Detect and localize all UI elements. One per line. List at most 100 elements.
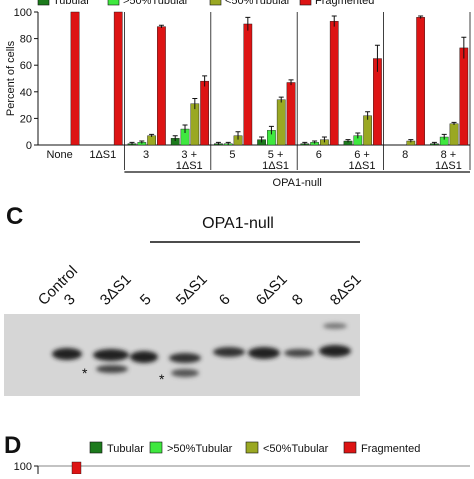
legend-label: Tubular (53, 0, 90, 7)
error-bar (461, 36, 467, 59)
x-tick-label: 6 +1ΔS1 (349, 149, 376, 172)
error-bar (259, 136, 265, 143)
band (52, 348, 82, 360)
blot-bands (52, 323, 351, 377)
error-bar (331, 15, 337, 27)
bar (113, 11, 123, 146)
legend-swatch (343, 441, 357, 454)
legend-label: >50%Tubular (167, 443, 233, 455)
error-bar (192, 97, 198, 110)
legend-swatch (209, 0, 222, 6)
bar (190, 103, 200, 146)
legend-label: >50%Tubular (123, 0, 189, 7)
error-bar (431, 141, 437, 145)
error-bar (288, 79, 294, 86)
band (93, 349, 129, 361)
x-tick-label: 1ΔS1 (89, 149, 116, 161)
bar (147, 135, 156, 146)
band (130, 351, 158, 363)
error-bar (374, 44, 380, 72)
error-bar (418, 15, 424, 19)
bar-cropped (71, 461, 82, 475)
error-bar (245, 16, 251, 31)
band (319, 345, 351, 357)
legend-label: Tubular (107, 443, 144, 455)
x-tick-label: 5 +1ΔS1 (262, 149, 289, 172)
y-tick-label: 80 (20, 34, 32, 46)
lane-label: 6 (216, 291, 234, 309)
band (323, 323, 347, 329)
panel-letter: C (6, 203, 23, 230)
band (248, 347, 280, 359)
lane-label: 5ΔS1 (173, 271, 211, 309)
bar (276, 99, 286, 146)
bar (416, 17, 425, 146)
legend-swatch (245, 441, 259, 454)
y-tick-label: 40 (20, 87, 32, 99)
error-bar (202, 75, 208, 87)
bar (363, 115, 372, 146)
x-tick-label: 8 +1ΔS1 (435, 149, 462, 172)
marker: * (159, 371, 165, 387)
lane-label: 3 (61, 291, 79, 309)
band (96, 365, 128, 373)
bar (157, 26, 166, 146)
legend-swatch (149, 441, 163, 454)
error-bar (139, 140, 145, 144)
legend-swatch (107, 0, 120, 6)
y-axis-label: Percent of cells (5, 40, 17, 116)
error-bar (215, 141, 221, 145)
error-bar (235, 131, 241, 140)
y-tick-label: 0 (26, 140, 32, 152)
panel-letter: D (4, 432, 21, 459)
error-bar (365, 111, 371, 120)
bar (459, 47, 469, 146)
chart-top: Tubular >50%Tubular <50%Tubular Fragmented 0… (5, 0, 471, 189)
legend-swatch (299, 0, 312, 6)
bar (329, 21, 339, 146)
lane-label: 3ΔS1 (97, 271, 135, 309)
chart-bottom: Tubular >50%Tubular <50%Tubular Fragmented 1… (14, 441, 470, 475)
lane-label: 8ΔS1 (327, 271, 365, 309)
lane-label: 5 (137, 291, 155, 309)
error-bar (451, 121, 457, 126)
lane-label: 8 (289, 291, 307, 309)
marker: * (82, 365, 88, 381)
legend-label: Fragmented (361, 443, 420, 455)
blot-title: OPA1-null (202, 215, 274, 232)
error-bar (129, 141, 135, 145)
lane-label: 6ΔS1 (253, 271, 291, 309)
error-bar (312, 140, 318, 144)
error-bar (149, 133, 155, 138)
bar (286, 82, 296, 146)
error-bar (355, 132, 361, 139)
y-tick-label: 100 (14, 461, 32, 473)
x-tick-label: 3 (143, 149, 149, 161)
group-label: OPA1-null (273, 177, 322, 189)
x-tick-label: 3 +1ΔS1 (176, 149, 203, 172)
error-bar (321, 136, 327, 143)
error-bar (182, 124, 188, 134)
error-bar (345, 139, 351, 143)
error-bar (278, 96, 284, 103)
bar (243, 23, 253, 146)
legend-swatch (89, 441, 103, 454)
error-bar (158, 24, 164, 28)
band (171, 369, 199, 377)
legend-swatch (37, 0, 50, 6)
error-bar (268, 125, 274, 135)
legend-label: Fragmented (315, 0, 374, 7)
x-tick-label: 6 (316, 149, 322, 161)
x-tick-label: None (46, 149, 72, 161)
x-tick-label: 5 (229, 149, 235, 161)
band (284, 349, 314, 357)
y-tick-label: 60 (20, 60, 32, 72)
error-bar (302, 141, 308, 145)
x-tick-label: 8 (402, 149, 408, 161)
bar (70, 11, 80, 146)
band (213, 347, 245, 357)
y-tick-label: 100 (14, 7, 32, 19)
bar (449, 123, 459, 146)
